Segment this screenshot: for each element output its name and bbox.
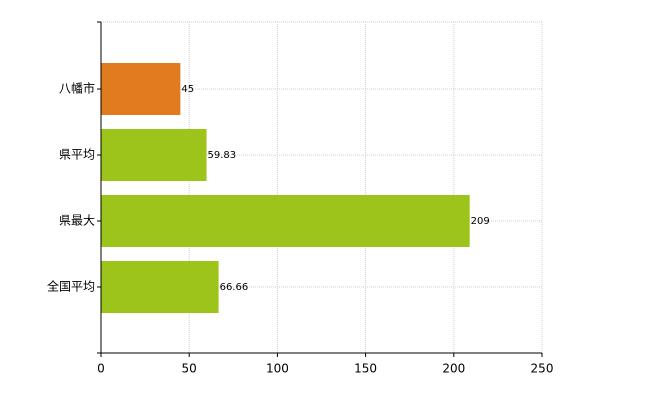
y-tick-label: 県平均	[59, 148, 95, 162]
x-tick-label: 50	[182, 362, 197, 376]
y-tick-label: 県最大	[59, 214, 95, 228]
x-tick-label: 100	[266, 362, 289, 376]
x-tick-label: 200	[442, 362, 465, 376]
bar	[101, 195, 470, 247]
y-tick-label: 八幡市	[59, 81, 95, 96]
x-tick-label: 150	[354, 362, 377, 376]
bar	[101, 261, 219, 313]
x-tick-label: 250	[531, 362, 554, 376]
x-tick-label: 0	[97, 362, 105, 376]
value-label: 209	[471, 216, 490, 227]
bar	[101, 129, 207, 181]
value-label: 59.83	[208, 150, 237, 161]
value-label: 45	[181, 84, 194, 95]
bar	[101, 63, 181, 115]
value-label: 66.66	[220, 282, 249, 293]
y-tick-label: 全国平均	[47, 279, 95, 294]
